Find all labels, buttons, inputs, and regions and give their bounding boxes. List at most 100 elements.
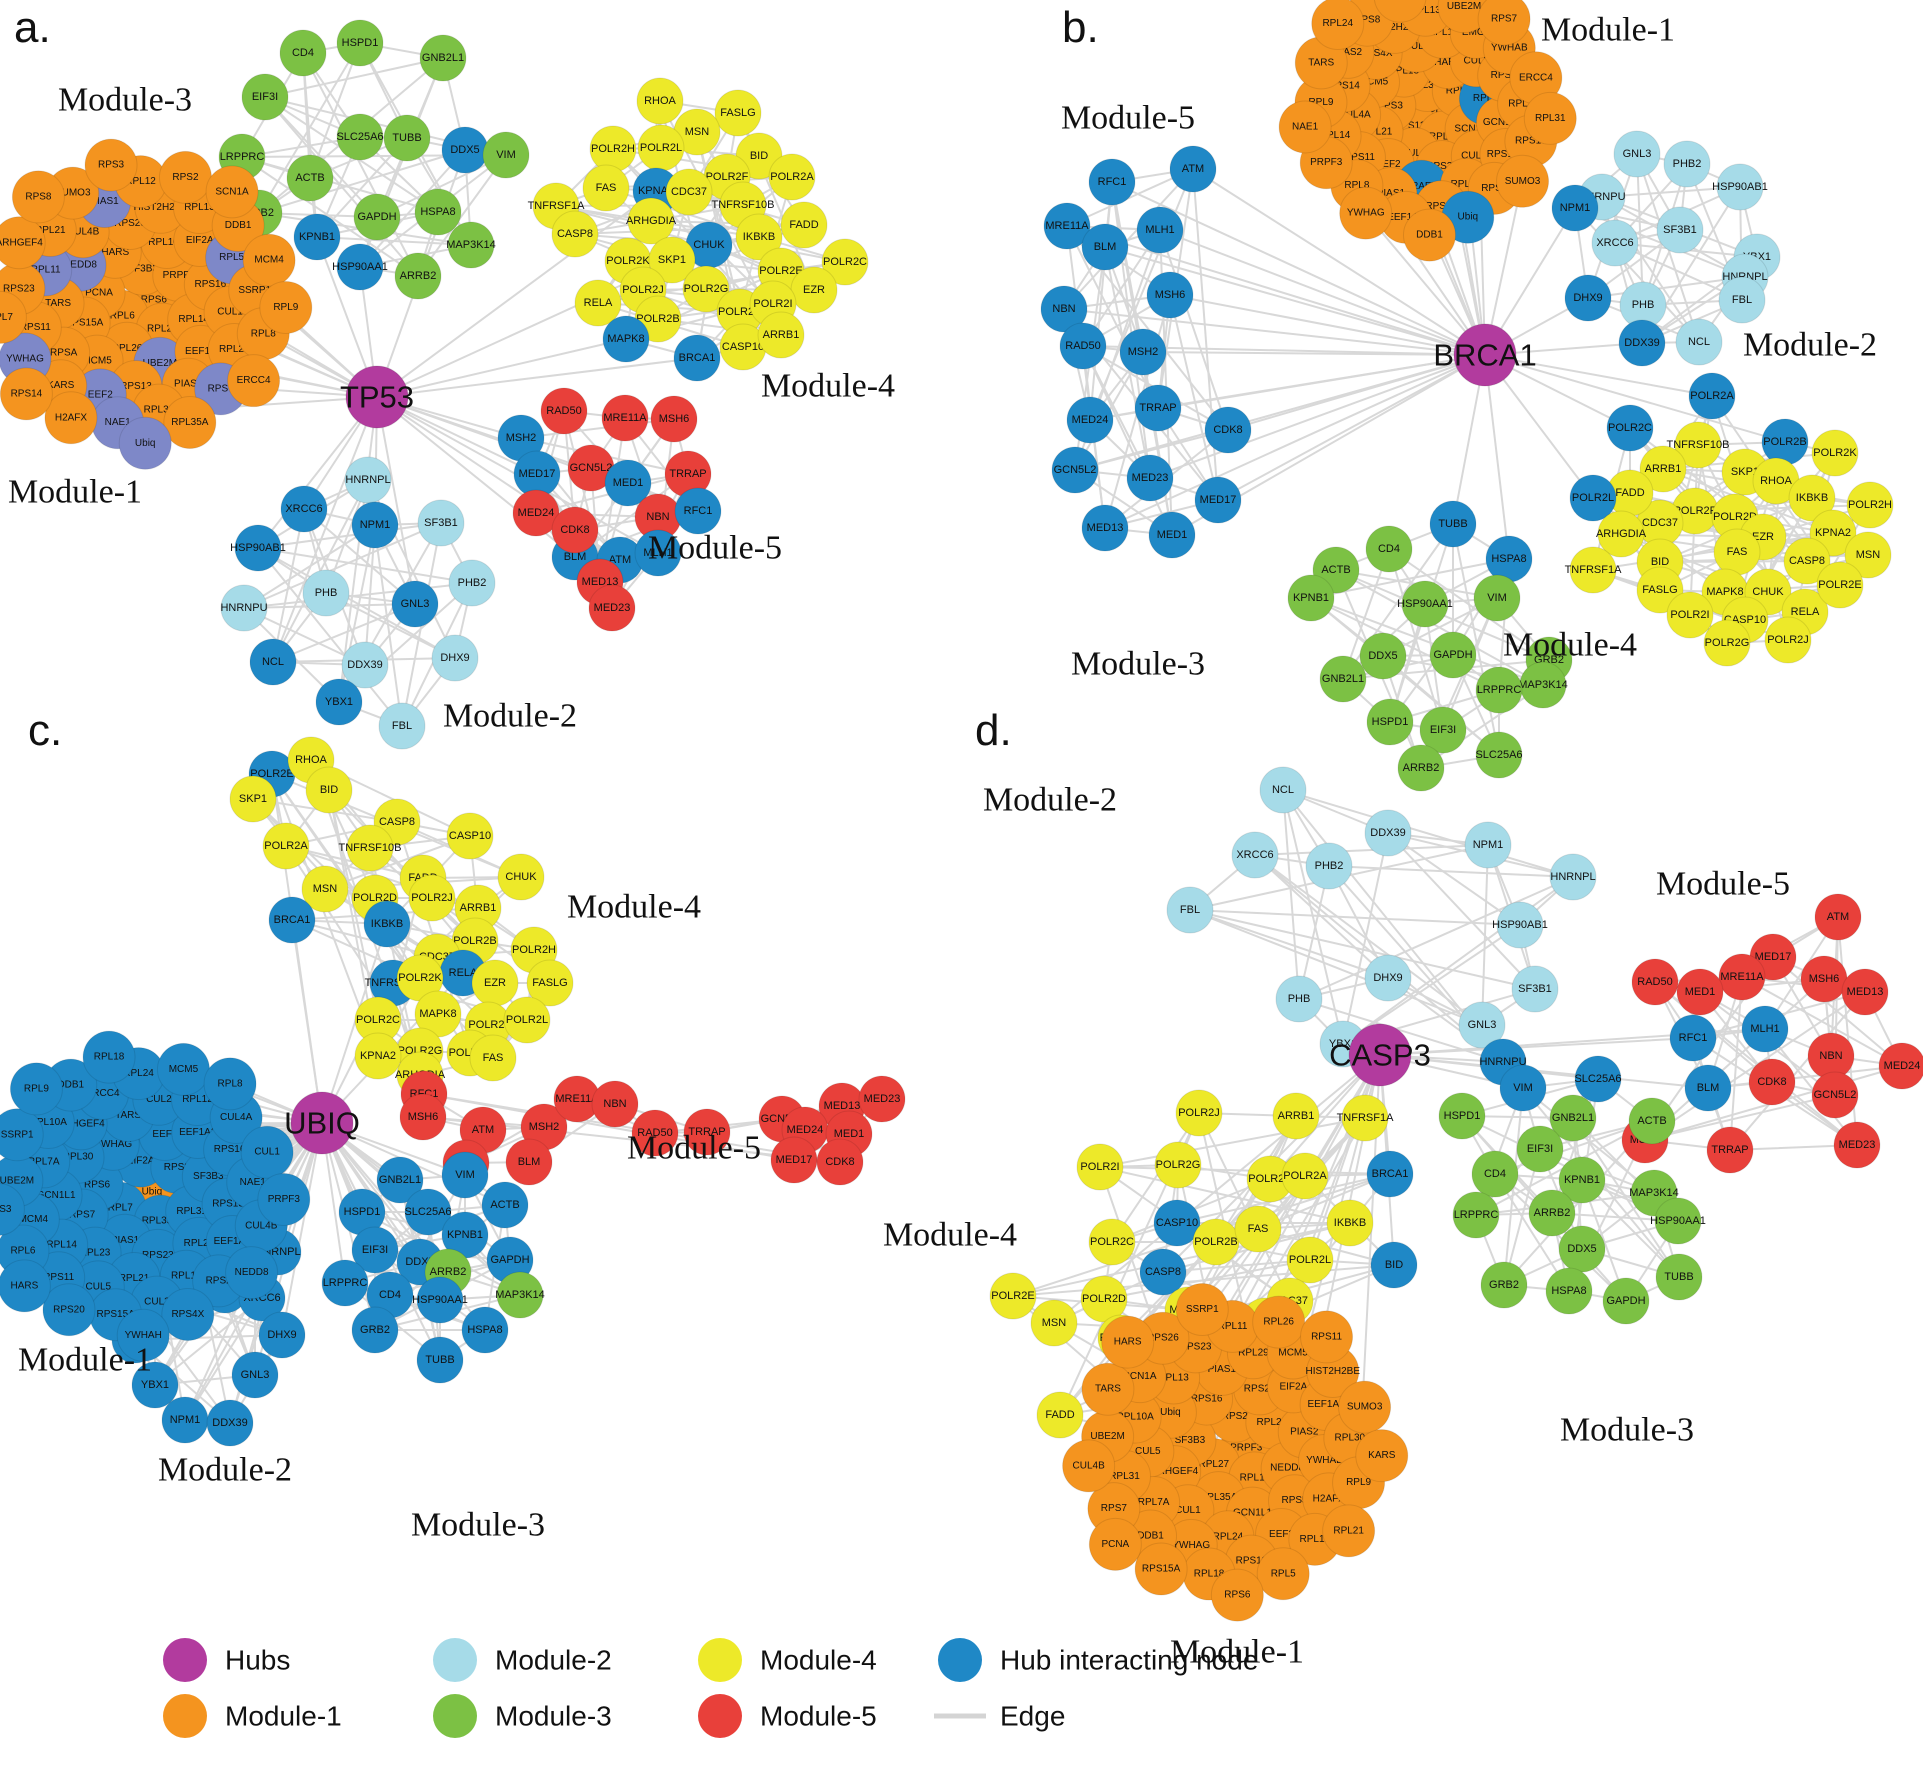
network-node <box>234 524 282 572</box>
node-label: RPL7 <box>0 312 13 323</box>
hub-node <box>345 365 409 429</box>
node-label: GNL3 <box>401 598 430 610</box>
node-label: RPL12 <box>182 1094 213 1105</box>
node-label: MED24 <box>1884 1060 1921 1072</box>
node-label: GCN1L1 <box>1483 117 1522 128</box>
node-label: CASP8 <box>1789 555 1825 567</box>
network-node <box>258 1311 306 1359</box>
network-node <box>163 395 217 449</box>
node-label: RPL31 <box>1535 113 1566 124</box>
hub-spoke-edge <box>1169 294 1486 356</box>
node-label: RPS5 <box>1281 1495 1308 1506</box>
node-label: RAD50 <box>546 405 581 417</box>
network-edge <box>257 522 442 549</box>
node-label: CD4 <box>1484 1168 1506 1180</box>
module-label: Module-4 <box>883 1217 1017 1254</box>
node-label: TNFRSF10B <box>1667 439 1730 451</box>
network-node <box>229 775 277 823</box>
node-label: HSPD1 <box>1444 1110 1481 1122</box>
network-node <box>1281 1152 1329 1200</box>
network-edge <box>1601 186 1741 198</box>
network-edge <box>1494 1173 1570 1292</box>
network-node <box>1134 1542 1188 1596</box>
legend-item-label: Hub interacting node <box>1000 1645 1258 1676</box>
network-node <box>1397 744 1445 792</box>
node-label: TNFRSF10B <box>712 199 775 211</box>
network-node <box>1366 698 1414 746</box>
hub-spoke-edge <box>1217 354 1486 501</box>
node-label: MED13 <box>824 1100 861 1112</box>
network-edge <box>258 149 466 214</box>
network-node <box>1654 1197 1702 1245</box>
node-label: DDX39 <box>1624 337 1659 349</box>
module-label: Module-1 <box>18 1342 152 1379</box>
node-label: MSH6 <box>1809 973 1840 985</box>
network-node <box>1676 968 1724 1016</box>
network-node <box>1788 474 1836 522</box>
network-edge <box>1142 351 1173 536</box>
hub-node <box>1348 1023 1412 1087</box>
node-label: BLM <box>1094 241 1117 253</box>
network-node <box>1364 809 1412 857</box>
network-node <box>1139 1248 1187 1296</box>
node-label: ATM <box>609 554 631 566</box>
node-label: EEF1A2 <box>1307 1399 1345 1410</box>
network-node <box>1148 511 1196 559</box>
network-edge <box>291 919 438 958</box>
network-node <box>286 154 334 202</box>
network-node <box>1473 574 1521 622</box>
node-label: GNB2L1 <box>379 1174 421 1186</box>
node-label: MRE11A <box>1720 971 1764 983</box>
node-label: DDX5 <box>1368 650 1397 662</box>
node-label: PRPF3 <box>268 1194 301 1205</box>
network-node <box>227 354 281 408</box>
node-label: RPS2 <box>1222 1411 1249 1422</box>
node-label: HSPD1 <box>1372 716 1409 728</box>
node-label: RPS2 <box>1491 70 1518 81</box>
network-node <box>404 1188 452 1236</box>
node-label: HSPA8 <box>467 1324 502 1336</box>
node-label: PCNA <box>85 287 113 298</box>
node-label: HARS <box>101 247 129 258</box>
network-node <box>1438 1092 1486 1140</box>
hub-spoke-edge <box>1484 354 1510 560</box>
node-label: MED24 <box>518 507 555 519</box>
network-node <box>1464 821 1512 869</box>
network-edge <box>1644 991 1866 1141</box>
network-node <box>1499 1064 1547 1112</box>
node-label: RPL11 <box>31 264 61 275</box>
network-node <box>1194 476 1242 524</box>
network-node <box>1311 0 1365 50</box>
node-label: CDK8 <box>560 524 589 536</box>
network-node <box>1718 953 1766 1001</box>
node-label: EZR <box>803 284 825 296</box>
node-label: ARHGEF4 <box>58 1118 106 1129</box>
node-label: CUL4A <box>220 1112 253 1123</box>
node-label: DDX5 <box>1567 1243 1596 1255</box>
node-label: MAP3K14 <box>1629 1187 1679 1199</box>
node-label: BLM <box>564 551 587 563</box>
node-label: HNRNPL <box>1550 871 1595 883</box>
node-label: RPL29 <box>219 344 250 355</box>
node-label: POLR2K <box>1813 447 1857 459</box>
network-node <box>602 315 650 363</box>
node-label: POLR2A <box>1690 390 1734 402</box>
node-label: SSRP1 <box>1 1129 34 1140</box>
network-node <box>816 1138 864 1186</box>
node-label: MLH1 <box>1750 1023 1779 1035</box>
node-label: FBL <box>1180 904 1200 916</box>
node-label: TRRAP <box>1139 402 1176 414</box>
node-label: RPL6 <box>110 311 135 322</box>
node-label: RPS11 <box>20 322 51 333</box>
legend-item-label: Edge <box>1000 1701 1065 1732</box>
node-label: RPS3 <box>98 160 125 171</box>
network-edge <box>1111 1112 1200 1243</box>
node-label: CUL4A <box>1338 109 1371 120</box>
hub-spoke-edge <box>1111 181 1486 356</box>
network-node <box>1663 140 1711 188</box>
node-label: RPL13 <box>171 1271 202 1282</box>
module-label: Module-3 <box>1560 1412 1694 1449</box>
node-label: ARRB2 <box>1403 762 1440 774</box>
node-label: RPL21 <box>1333 1525 1364 1536</box>
node-label: DDX39 <box>347 659 382 671</box>
